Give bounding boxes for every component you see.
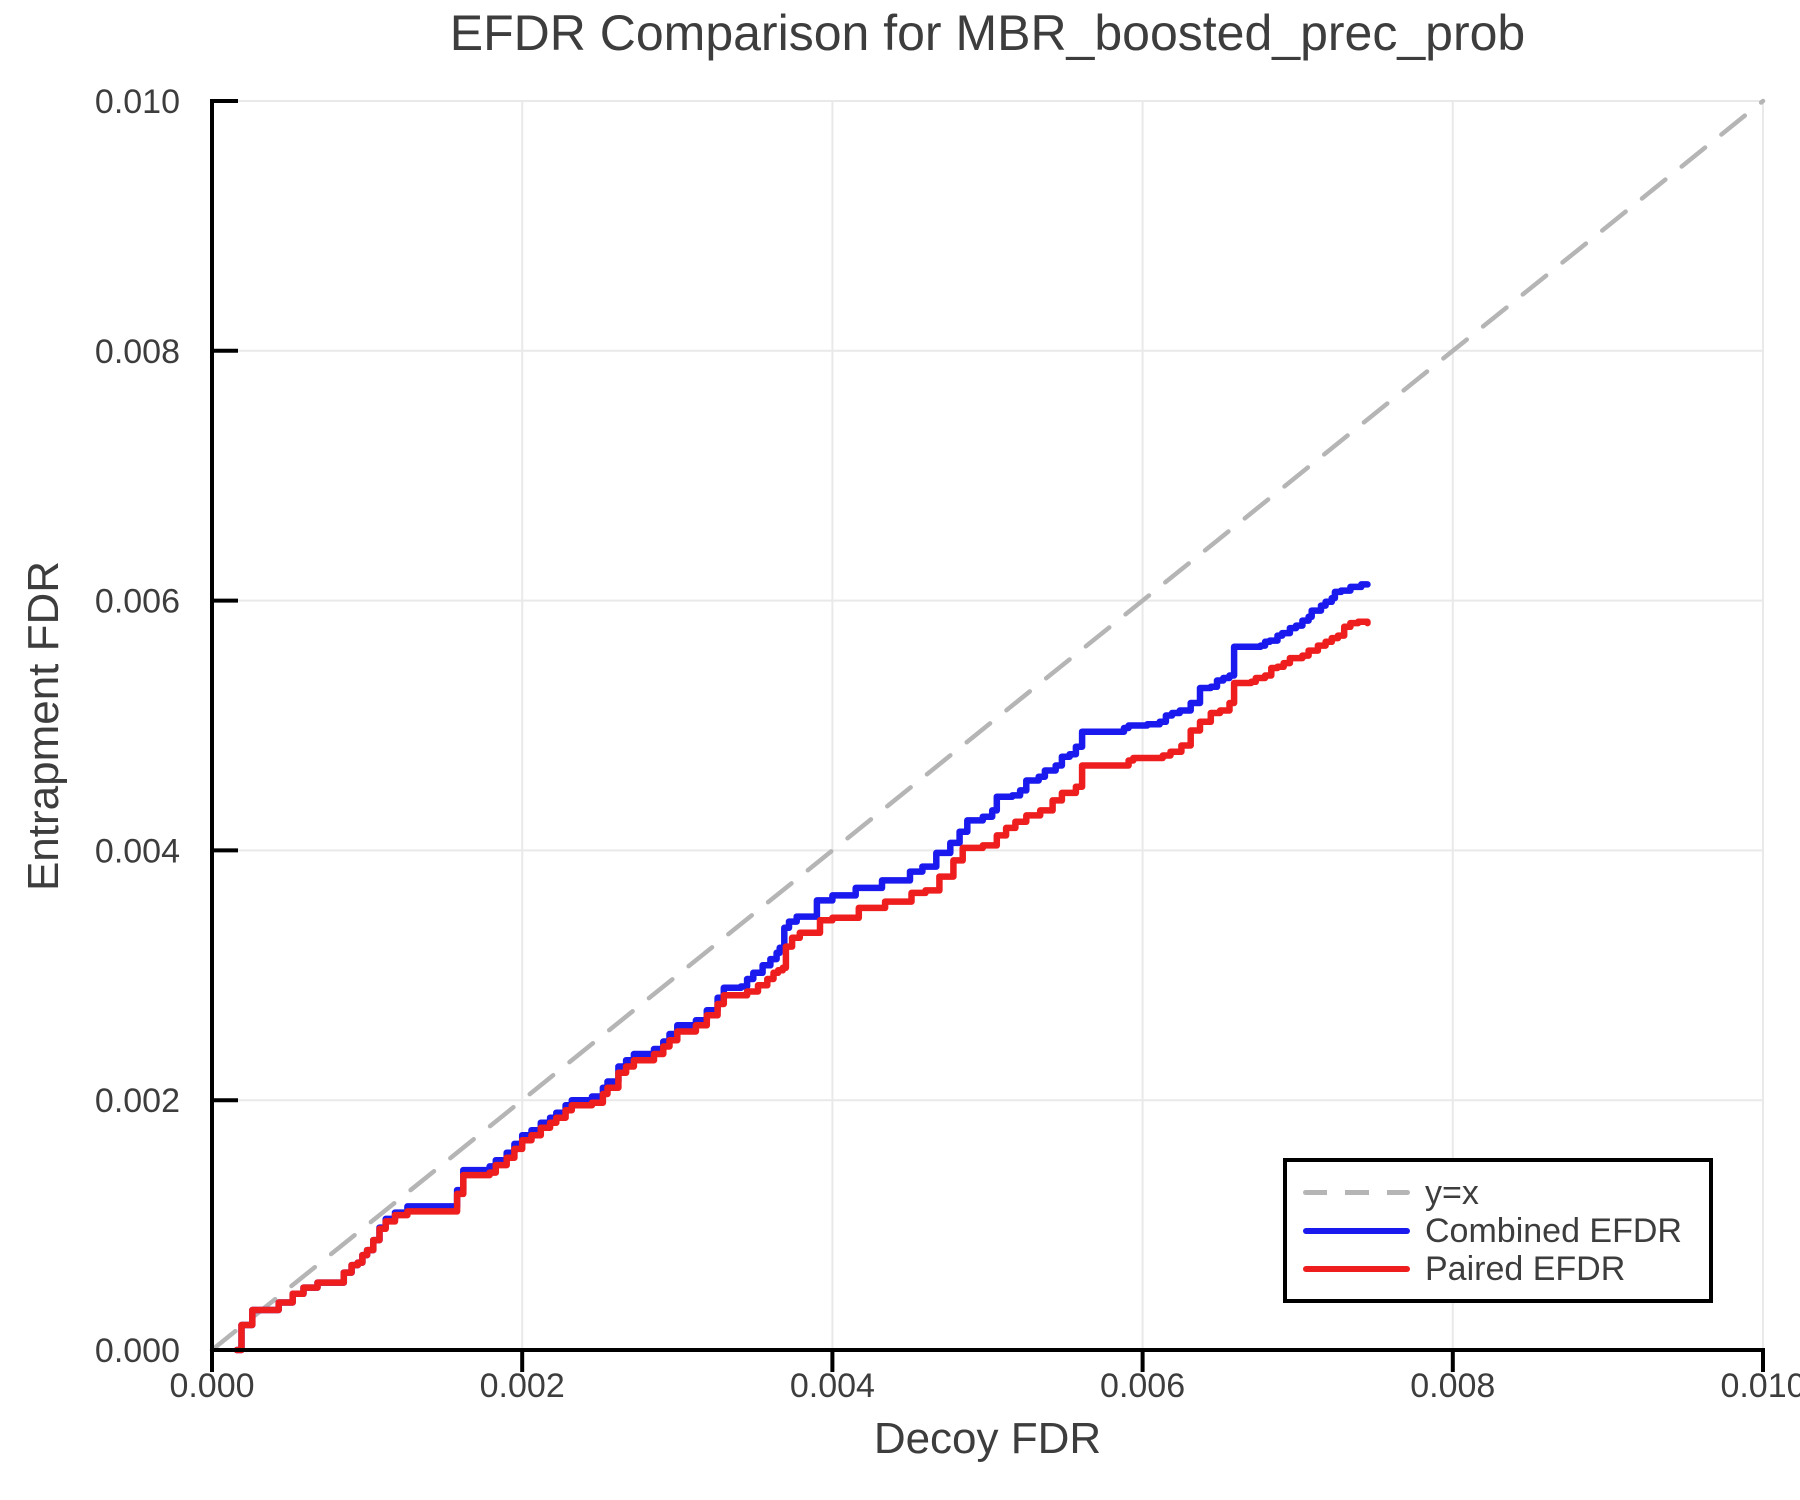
- legend-label: Paired EFDR: [1425, 1249, 1626, 1288]
- y-tick-label: 0.010: [95, 83, 180, 121]
- x-tick-label: 0.004: [790, 1367, 875, 1405]
- legend-paired-line-sample: [1303, 1265, 1410, 1272]
- legend: y=x Combined EFDR Paired EFDR: [1283, 1158, 1713, 1303]
- x-tick-label: 0.006: [1100, 1367, 1185, 1405]
- chart-title: EFDR Comparison for MBR_boosted_prec_pro…: [449, 5, 1526, 61]
- x-tick-label: 0.008: [1410, 1367, 1495, 1405]
- y-tick-label: 0.008: [95, 333, 180, 371]
- legend-identity-line-sample: [1303, 1190, 1410, 1195]
- y-tick-label: 0.002: [95, 1082, 180, 1120]
- legend-entry: y=x: [1303, 1174, 1709, 1212]
- x-tick-label: 0.000: [169, 1367, 254, 1405]
- y-tick-label: 0.006: [95, 583, 180, 621]
- series-combined-line: [233, 581, 1371, 1354]
- legend-label: Combined EFDR: [1425, 1211, 1682, 1250]
- series-paired-line: [233, 618, 1371, 1354]
- series-identity-line: [209, 98, 1766, 1353]
- legend-entry: Combined EFDR: [1303, 1212, 1709, 1250]
- y-tick-label: 0.000: [95, 1332, 180, 1370]
- x-axis-label: Decoy FDR: [873, 1414, 1102, 1463]
- x-tick-label: 0.002: [480, 1367, 565, 1405]
- y-axis-label: Entrapment FDR: [19, 560, 68, 892]
- legend-entry: Paired EFDR: [1303, 1250, 1709, 1288]
- legend-combined-line-sample: [1303, 1227, 1410, 1234]
- y-tick-label: 0.004: [95, 832, 180, 870]
- legend-label: y=x: [1425, 1173, 1479, 1212]
- x-tick-label: 0.010: [1720, 1367, 1800, 1405]
